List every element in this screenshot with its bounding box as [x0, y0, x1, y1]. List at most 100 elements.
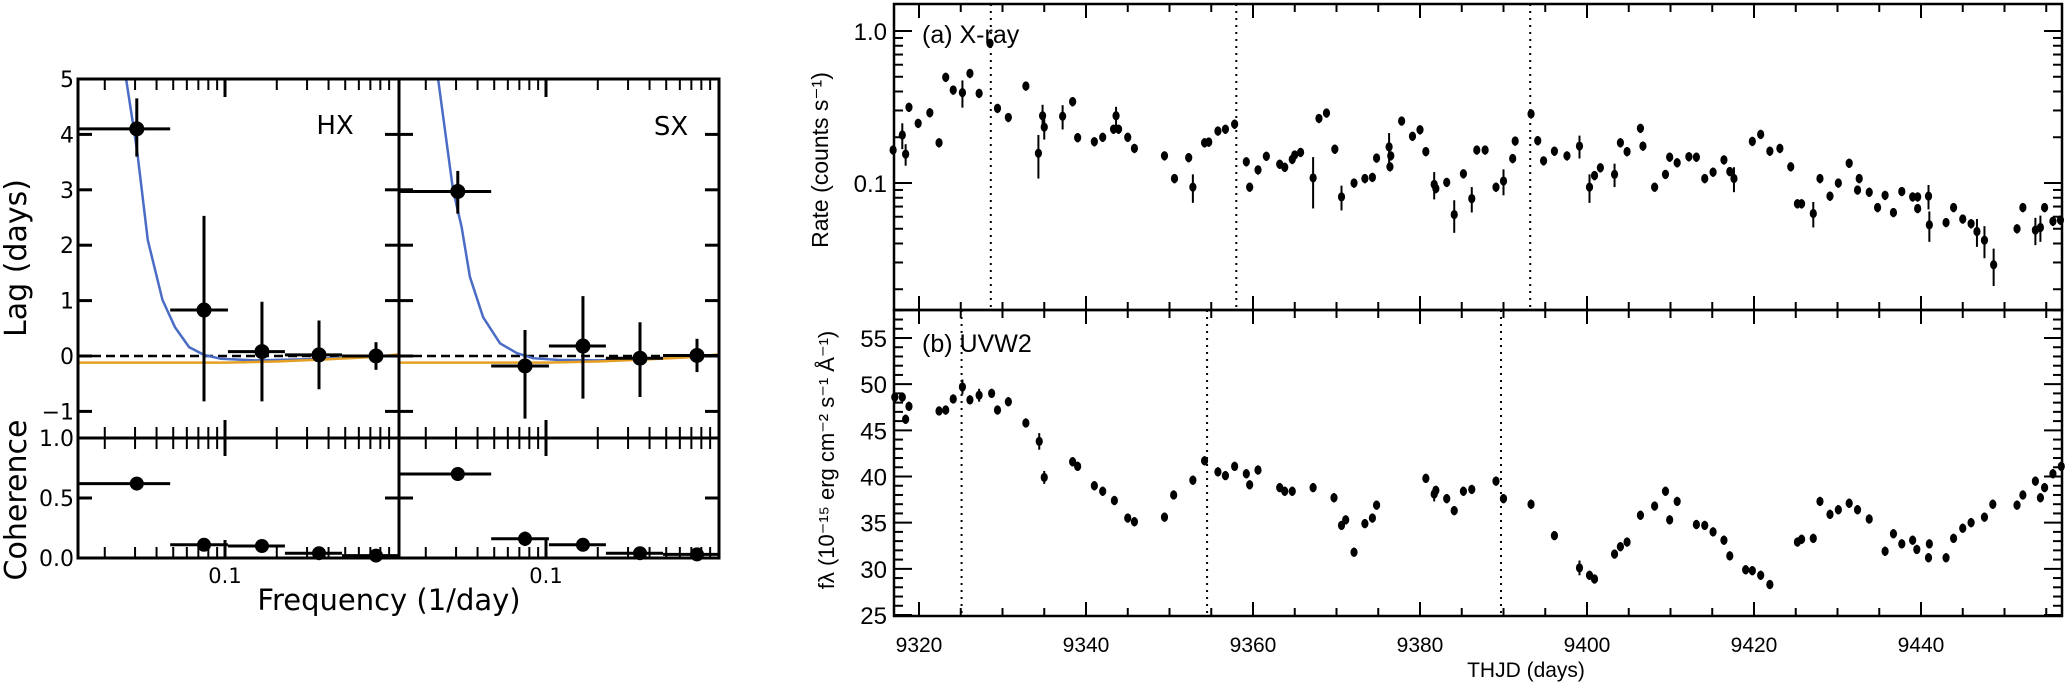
xray-data-point — [1170, 173, 1179, 184]
sx-panel — [397, 77, 721, 562]
xray-data-point — [1509, 153, 1517, 164]
uvw2-data-point — [1550, 530, 1559, 541]
xray-data-point — [1450, 209, 1458, 220]
xray-data-point — [1748, 136, 1756, 146]
lag-y-tick-label: 1 — [60, 290, 74, 315]
uvw2-data-point — [1459, 486, 1468, 496]
uvw2-data-point — [902, 414, 910, 424]
uvw2-data-point — [1865, 514, 1873, 524]
uvw2-data-point — [1797, 534, 1806, 544]
uvw2-data-point — [1748, 566, 1756, 576]
light-curve-figure: 0.1 1.0 9320 9340 9360 9380 9400 9420 9440 25 30 3… — [807, 2, 2065, 682]
hx-lag-point — [311, 347, 327, 363]
xray-data-point — [1914, 192, 1922, 202]
xray-data-point — [1527, 109, 1535, 119]
xray-data-point — [1296, 147, 1305, 157]
xray-data-point — [2036, 222, 2045, 233]
hx-lag-point — [368, 348, 384, 364]
xray-data-point — [1826, 191, 1834, 201]
uvw2-data-point — [1200, 456, 1209, 466]
xray-data-point — [1730, 173, 1738, 184]
uvw2-data-point — [2031, 476, 2039, 486]
uvw2-data-point — [1925, 539, 1933, 549]
uvw2-data-point — [1913, 544, 1921, 555]
uvw2-data-point — [966, 395, 974, 405]
uvw2-data-point — [1368, 513, 1377, 523]
lag-y-tick-label: −1 — [42, 400, 74, 425]
xray-data-point — [1809, 208, 1817, 219]
hx-x-tick-label: 0.1 — [208, 564, 241, 588]
uvw2-data-point — [1110, 495, 1118, 506]
thjd-tick-label: 9420 — [1731, 634, 1778, 657]
thjd-tick-label: 9320 — [896, 634, 943, 657]
xray-data-point — [1112, 111, 1120, 121]
xray-data-point — [935, 138, 943, 148]
xray-data-point — [1881, 190, 1889, 200]
lag-axis-label: Lag (days) — [0, 179, 34, 337]
xray-data-point — [1949, 202, 1958, 213]
xray-data-point — [1291, 150, 1299, 160]
xray-data-point — [1666, 152, 1674, 162]
xray-data-point — [1221, 124, 1230, 134]
xray-data-point — [2049, 216, 2057, 226]
uvw2-data-point — [1692, 519, 1700, 530]
uvw2-data-point — [1468, 484, 1476, 495]
xray-data-point — [1114, 124, 1123, 134]
xray-data-point — [1757, 129, 1765, 139]
uvw2-data-point — [1422, 473, 1430, 483]
xray-data-point — [949, 85, 957, 95]
uvw2-data-point — [958, 382, 967, 392]
xray-data-point — [1262, 151, 1270, 161]
coherence-y-tick-label: 0.5 — [39, 487, 74, 512]
frequency-axis-label: Frequency (1/day) — [257, 583, 520, 617]
xray-data-point — [1651, 182, 1659, 192]
uvw2-data-point — [1636, 510, 1645, 520]
xray-data-point — [1534, 136, 1542, 146]
xray-data-point — [1787, 162, 1795, 172]
uvw2-data-point — [1330, 493, 1338, 503]
xray-data-point — [1337, 192, 1346, 202]
xray-data-point — [958, 88, 967, 98]
lag-y-tick-label: 3 — [60, 179, 74, 204]
hx-lag-point — [196, 302, 212, 318]
uvw2-data-point — [1661, 486, 1670, 496]
xray-data-point — [1398, 116, 1406, 126]
xray-data-point — [1214, 126, 1222, 136]
uvw2-data-point — [1834, 505, 1842, 515]
xray-data-point — [1942, 217, 1950, 228]
hx-panel: −1 0 1 2 3 4 5 0.0 0.5 1.0 — [39, 68, 401, 572]
uvw2-data-point — [1766, 579, 1774, 590]
uvw2-data-point — [1623, 537, 1631, 547]
xray-data-point — [1074, 132, 1082, 143]
xray-data-point — [1776, 143, 1784, 153]
uvw2-data-point — [1432, 485, 1440, 495]
hx-panel-label: HX — [316, 111, 353, 141]
xray-data-point — [1004, 112, 1012, 123]
uvw2-data-point — [1816, 496, 1824, 507]
xray-data-point — [1909, 192, 1917, 202]
sx-lag-point — [632, 350, 648, 366]
uvw2-data-point — [988, 388, 996, 398]
xray-data-point — [1898, 186, 1906, 197]
uvw2-data-point — [1288, 486, 1296, 496]
xray-data-point — [2013, 224, 2021, 234]
xray-data-point — [1059, 111, 1067, 121]
rate-tick-label: 1.0 — [854, 19, 887, 46]
flux-tick-label: 45 — [860, 418, 887, 445]
xray-data-point — [1685, 152, 1693, 162]
sx-x-tick-label: 0.1 — [529, 564, 562, 588]
uvw2-data-point — [1443, 494, 1451, 504]
xray-data-point — [1387, 151, 1395, 161]
uvw2-data-point — [993, 405, 1002, 415]
uvw2-data-point — [1826, 509, 1834, 519]
xray-data-point — [1967, 219, 1975, 229]
xray-data-point — [1034, 148, 1043, 158]
xray-data-point — [1797, 199, 1806, 209]
uvw2-data-point — [1898, 539, 1906, 549]
xray-data-point — [1692, 152, 1700, 162]
uvw2-data-point — [1709, 527, 1717, 537]
uvw2-data-point — [1160, 512, 1169, 522]
xray-data-point — [1416, 125, 1424, 135]
uvw2-data-point — [1527, 499, 1535, 509]
xray-data-point — [1855, 173, 1863, 184]
